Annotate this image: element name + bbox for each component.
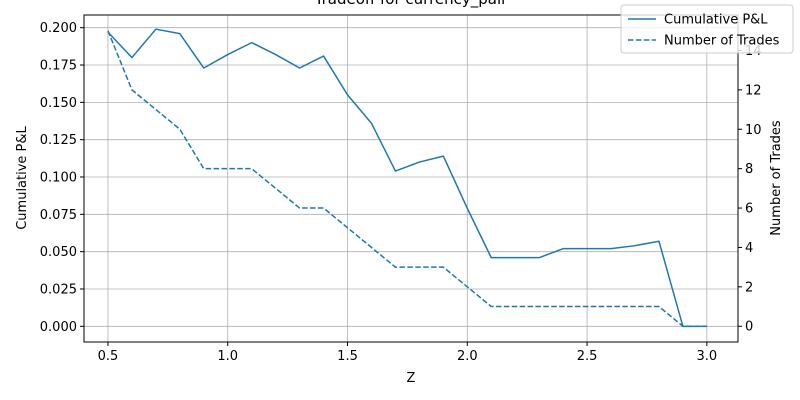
legend-label-cumulative-pnl: Cumulative P&L (664, 13, 768, 28)
legend-label-number-of-trades: Number of Trades (664, 34, 780, 49)
grid (84, 15, 738, 342)
left-y-tick-label: 0.150 (40, 96, 77, 111)
left-y-axis-label: Cumulative P&L (15, 125, 30, 229)
x-tick-label: 1.5 (337, 349, 358, 364)
right-y-tick-label: 8 (745, 162, 753, 177)
left-y-tick-label: 0.200 (40, 21, 77, 36)
left-y-tick-label: 0.025 (40, 282, 77, 297)
right-y-axis-ticks: 02468101214 (738, 44, 762, 335)
left-y-tick-label: 0.175 (40, 59, 77, 74)
right-y-tick-label: 0 (745, 320, 753, 335)
right-y-tick-label: 6 (745, 202, 753, 217)
legend: Cumulative P&L Number of Trades (620, 4, 794, 54)
x-tick-label: 2.5 (577, 349, 598, 364)
plot-frame (83, 14, 739, 343)
right-y-tick-label: 4 (745, 241, 753, 256)
left-y-axis-ticks: 0.000 0.025 0.050 0.075 0.100 0.125 0.150 0.175… (40, 21, 84, 335)
x-tick-label: 0.5 (98, 349, 119, 364)
left-y-tick-label: 0.000 (40, 320, 77, 335)
right-y-tick-label: 2 (745, 280, 753, 295)
x-tick-label: 1.0 (217, 349, 238, 364)
right-y-tick-label: 12 (745, 83, 762, 98)
right-y-axis-label: Number of Trades (769, 120, 784, 236)
x-tick-label: 2.0 (457, 349, 478, 364)
x-axis-label: Z (407, 371, 416, 386)
left-y-tick-label: 0.050 (40, 245, 77, 260)
series-line-cumulative-pnl (107, 28, 707, 328)
series-layer (107, 28, 707, 328)
series-line-number-of-trades (107, 30, 707, 327)
left-y-tick-label: 0.100 (40, 171, 77, 186)
left-y-tick-label: 0.125 (40, 133, 77, 148)
right-y-tick-label: 10 (745, 123, 762, 138)
legend-box (620, 4, 794, 54)
x-axis-ticks: 0.5 1.0 1.5 2.0 2.5 3.0 (98, 342, 718, 364)
chart-title: Tradeoff for currency_pair (314, 0, 508, 9)
x-tick-label: 3.0 (697, 349, 718, 364)
left-y-tick-label: 0.075 (40, 208, 77, 223)
